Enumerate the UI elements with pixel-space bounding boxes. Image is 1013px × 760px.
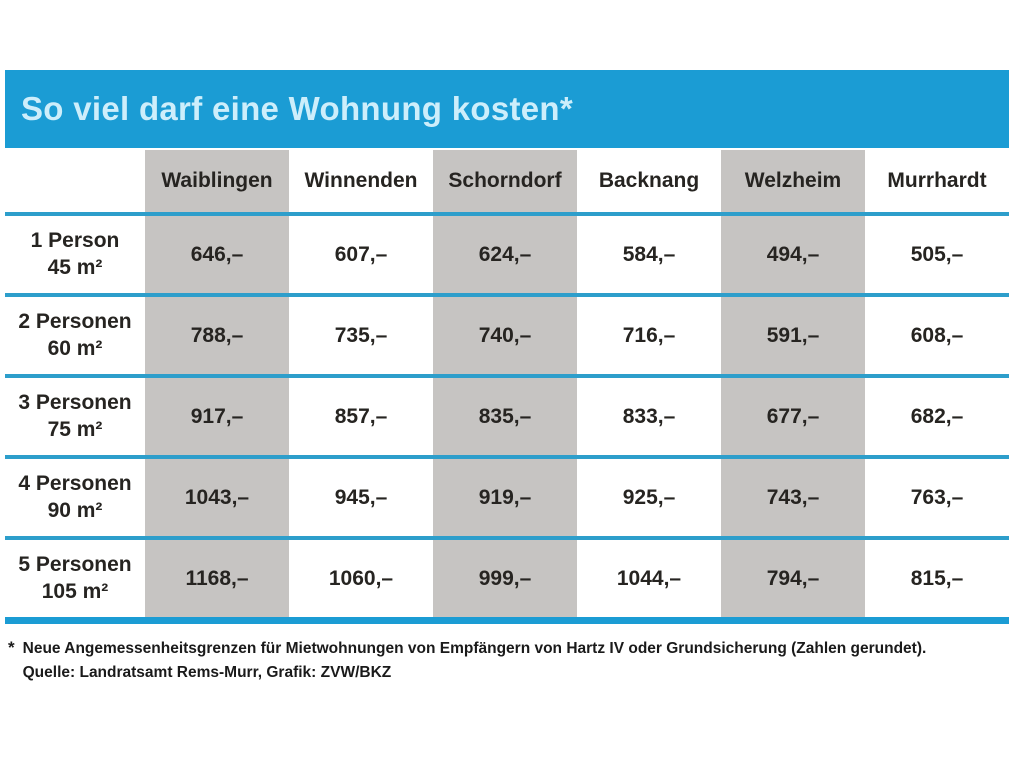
value-cell: 1043,–: [145, 457, 289, 538]
row-label-cell: 1 Person 45 m²: [5, 214, 145, 295]
table-row: 4 Personen 90 m² 1043,– 945,– 919,– 925,…: [5, 457, 1009, 538]
value-cell: 505,–: [910, 242, 964, 266]
footnote: * Neue Angemessenheitsgrenzen für Mietwo…: [8, 637, 1006, 685]
value-cell: 591,–: [721, 295, 865, 376]
value-cell: 794,–: [721, 538, 865, 621]
row-label-cell: 2 Personen 60 m²: [5, 295, 145, 376]
value-cell: 677,–: [721, 376, 865, 457]
value-cell: 919,–: [433, 457, 577, 538]
value-cell: 607,–: [334, 242, 388, 266]
title-bar: So viel darf eine Wohnung kosten*: [5, 70, 1009, 148]
value-cell: 682,–: [910, 404, 964, 428]
row-label-persons: 4 Personen: [18, 472, 132, 496]
table-row: 1 Person 45 m² 646,– 607,– 624,– 584,– 4…: [5, 214, 1009, 295]
value-cell: 646,–: [145, 214, 289, 295]
value-cell: 624,–: [433, 214, 577, 295]
footnote-source-line: Quelle: Landratsamt Rems-Murr, Grafik: Z…: [22, 664, 392, 682]
value-cell: 716,–: [622, 323, 676, 347]
row-label-area: 60 m²: [47, 336, 103, 360]
value-cell: 833,–: [622, 404, 676, 428]
value-cell: 999,–: [433, 538, 577, 621]
table-row: 2 Personen 60 m² 788,– 735,– 740,– 716,–…: [5, 295, 1009, 376]
value-cell: 788,–: [145, 295, 289, 376]
row-label-area: 105 m²: [41, 579, 109, 603]
city-header-schorndorf: Schorndorf: [433, 150, 577, 214]
row-label-cell: 5 Personen 105 m²: [5, 538, 145, 621]
city-header-winnenden: Winnenden: [304, 169, 418, 192]
value-cell: 945,–: [334, 485, 388, 509]
row-label-persons: 2 Personen: [18, 310, 132, 334]
value-cell: 917,–: [145, 376, 289, 457]
value-cell: 857,–: [334, 404, 388, 428]
row-label-persons: 5 Personen: [18, 553, 132, 577]
footnote-line1: Neue Angemessenheitsgrenzen für Mietwohn…: [22, 640, 927, 657]
value-cell: 740,–: [433, 295, 577, 376]
value-cell: 763,–: [910, 485, 964, 509]
value-cell: 608,–: [910, 323, 964, 347]
row-label-persons: 3 Personen: [18, 391, 132, 415]
value-cell: 1044,–: [616, 566, 682, 590]
corner-cell: [5, 150, 145, 214]
value-cell: 743,–: [721, 457, 865, 538]
value-cell: 494,–: [721, 214, 865, 295]
rent-limits-table: Waiblingen Winnenden Schorndorf Backnang…: [5, 150, 1009, 624]
footnote-asterisk: *: [8, 638, 15, 657]
row-label-persons: 1 Person: [30, 229, 120, 253]
table-row: 3 Personen 75 m² 917,– 857,– 835,– 833,–…: [5, 376, 1009, 457]
header-row: Waiblingen Winnenden Schorndorf Backnang…: [5, 150, 1009, 214]
row-label-area: 90 m²: [47, 498, 103, 522]
value-cell: 1168,–: [145, 538, 289, 621]
value-cell: 815,–: [910, 566, 964, 590]
city-header-welzheim: Welzheim: [721, 150, 865, 214]
value-cell: 925,–: [622, 485, 676, 509]
city-header-murrhardt: Murrhardt: [887, 169, 987, 192]
value-cell: 835,–: [433, 376, 577, 457]
value-cell: 735,–: [334, 323, 388, 347]
row-label-cell: 3 Personen 75 m²: [5, 376, 145, 457]
city-header-backnang: Backnang: [598, 169, 700, 192]
value-cell: 584,–: [622, 242, 676, 266]
page-title: So viel darf eine Wohnung kosten*: [21, 90, 574, 127]
row-label-cell: 4 Personen 90 m²: [5, 457, 145, 538]
row-label-area: 75 m²: [47, 417, 103, 441]
table-row: 5 Personen 105 m² 1168,– 1060,– 999,– 10…: [5, 538, 1009, 621]
row-label-area: 45 m²: [47, 255, 103, 279]
value-cell: 1060,–: [328, 566, 394, 590]
city-header-waiblingen: Waiblingen: [145, 150, 289, 214]
